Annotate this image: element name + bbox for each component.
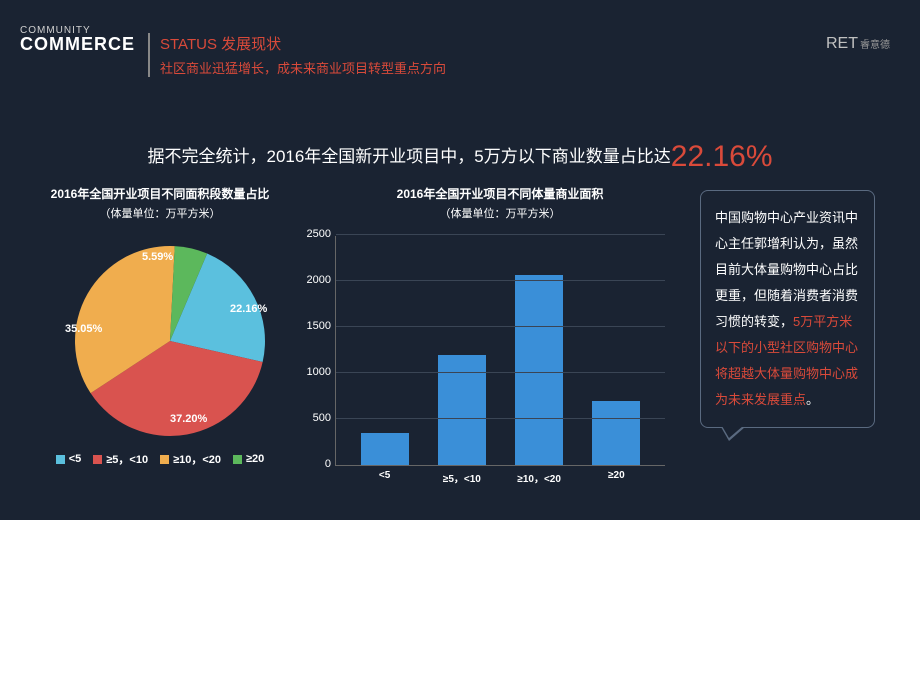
pie-title: 2016年全国开业项目不同面积段数量占比 [51,185,270,202]
title-block: STATUS 发展现状 社区商业迅猛增长，成未来商业项目转型重点方向 [148,33,446,77]
legend-label: ≥20 [246,453,264,465]
title-status-en: STATUS [160,36,217,53]
bar [361,433,409,465]
bar [515,275,563,465]
pie-chart: 22.16% 37.20% 35.05% 5.59% [30,231,290,441]
headline-stat: 22.16% [671,140,773,173]
bar-gridline: 2500 [336,234,665,235]
bar-gridline: 500 [336,418,665,419]
header-logo: COMMUNITY COMMERCE [20,25,135,55]
legend-swatch [56,455,65,464]
bar-ylabel: 2500 [301,228,331,240]
pie-slice-label: 37.20% [170,413,207,425]
legend-label: ≥5，<10 [106,451,148,467]
bar-column: 2016年全国开业项目不同体量商业面积 （体量单位：万平方米） <5≥5，<10… [320,185,680,467]
bar-title: 2016年全国开业项目不同体量商业面积 [397,185,604,202]
bar-xlabel: ≥20 [589,470,644,485]
quote-text-2: 。 [806,392,819,407]
title-sub: 社区商业迅猛增长，成未来商业项目转型重点方向 [160,58,446,77]
title-status-cn: 发展现状 [221,36,281,53]
headline-prefix: 据不完全统计，2016年全国新开业项目中，5万方以下商业数量占比达 [147,147,670,166]
brand-logo: RET睿意德 [826,35,890,53]
bar [592,401,640,465]
legend-label: ≥10，<20 [173,451,221,467]
bar-xlabels: <5 ≥5，<10 ≥10，<20 ≥20 [336,470,665,485]
legend-item: ≥20 [233,451,264,467]
slide: COMMUNITY COMMERCE STATUS 发展现状 社区商业迅猛增长，… [0,0,920,520]
bar-chart: <5≥5，<10≥10，<20≥20 05001000150020002500 [335,236,665,466]
bar-ylabel: 1000 [301,366,331,378]
brand-cn: 睿意德 [860,40,890,51]
quote-text-1: 中国购物中心产业资讯中心主任郭增利认为，虽然目前大体量购物中心占比更重，但随着消… [715,210,858,329]
pie-slice-label: 35.05% [65,323,102,335]
bar-ylabel: 1500 [301,320,331,332]
legend-label: <5 [69,453,82,465]
headline: 据不完全统计，2016年全国新开业项目中，5万方以下商业数量占比达22.16% [0,140,920,174]
pie-slice-label: 5.59% [142,251,173,263]
bar-xlabel: ≥10，<20 [512,470,567,485]
quote-tail-icon [721,427,745,441]
pie-slice-label: 22.16% [230,303,267,315]
bar-subtitle: （体量单位：万平方米） [440,205,561,221]
quote-box: 中国购物中心产业资讯中心主任郭增利认为，虽然目前大体量购物中心占比更重，但随着消… [700,190,875,428]
quote-column: 中国购物中心产业资讯中心主任郭增利认为，虽然目前大体量购物中心占比更重，但随着消… [680,185,900,467]
pie-legend: <5 ≥5，<10 ≥10，<20 ≥20 [56,451,265,467]
bar-ylabel: 500 [301,412,331,424]
brand-en: RET [826,35,858,52]
bar-gridline: 2000 [336,280,665,281]
title-main: STATUS 发展现状 [160,33,446,54]
logo-commerce: COMMERCE [20,34,135,55]
bar-gridline: 1500 [336,326,665,327]
bars-container [336,236,665,465]
legend-swatch [160,455,169,464]
bar-xlabel: ≥5，<10 [434,470,489,485]
legend-item: ≥5，<10 [93,451,148,467]
bar-ylabel: 2000 [301,274,331,286]
bar-gridline: 1000 [336,372,665,373]
content-row: 2016年全国开业项目不同面积段数量占比 （体量单位：万平方米） 22.16% 3… [20,185,900,467]
pie-subtitle: （体量单位：万平方米） [100,205,221,221]
bar-ylabel: 0 [301,458,331,470]
legend-swatch [93,455,102,464]
legend-item: ≥10，<20 [160,451,221,467]
legend-swatch [233,455,242,464]
legend-item: <5 [56,451,82,467]
pie-column: 2016年全国开业项目不同面积段数量占比 （体量单位：万平方米） 22.16% 3… [20,185,300,467]
bar-xlabel: <5 [357,470,412,485]
